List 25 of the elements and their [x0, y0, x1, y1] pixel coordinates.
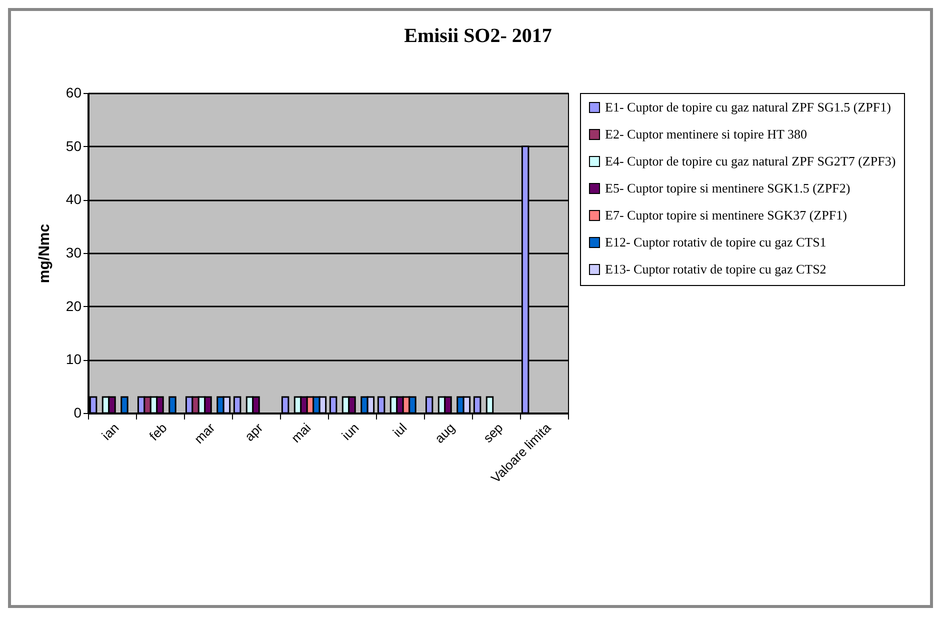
y-tick-label: 40 — [66, 191, 82, 208]
legend-label: E4- Cuptor de topire cu gaz natural ZPF SG2T7 (ZPF3) — [605, 154, 896, 168]
y-tick-label: 50 — [66, 138, 82, 154]
y-tick-label: 20 — [66, 298, 82, 314]
x-tick-label: aug — [432, 420, 458, 446]
x-tick-label: ian — [98, 420, 122, 443]
x-tick-label: apr — [242, 420, 266, 444]
x-tick-label: sep — [480, 420, 506, 446]
y-tick-label: 60 — [66, 84, 82, 100]
x-tick-label: mai — [288, 420, 314, 446]
x-tick-label: feb — [146, 420, 170, 444]
legend-label: E12- Cuptor rotativ de topire cu gaz CTS1 — [605, 234, 826, 250]
y-axis-title: mg/Nmc — [36, 224, 53, 284]
legend-label: E1- Cuptor de topire cu gaz natural ZPF SG1.5 (ZPF1) — [605, 100, 891, 114]
chart-title: Emisii SO2- 2017 — [404, 25, 552, 47]
legend-label: E2- Cuptor mentinere si topire HT 380 — [605, 126, 807, 142]
legend-label: E5- Cuptor topire si mentinere SGK1.5 (ZPF2) — [605, 180, 850, 196]
y-tick-label: 0 — [74, 404, 82, 420]
x-tick-label: iun — [338, 420, 362, 443]
x-tick-label: iul — [390, 420, 410, 440]
y-tick-label: 10 — [66, 351, 82, 368]
y-tick-label: 30 — [66, 244, 82, 260]
legend-label: E13- Cuptor rotativ de topire cu gaz CTS2 — [605, 262, 826, 276]
legend-label: E7- Cuptor topire si mentinere SGK37 (ZPF1) — [605, 208, 847, 222]
x-tick-label: mar — [191, 420, 218, 447]
